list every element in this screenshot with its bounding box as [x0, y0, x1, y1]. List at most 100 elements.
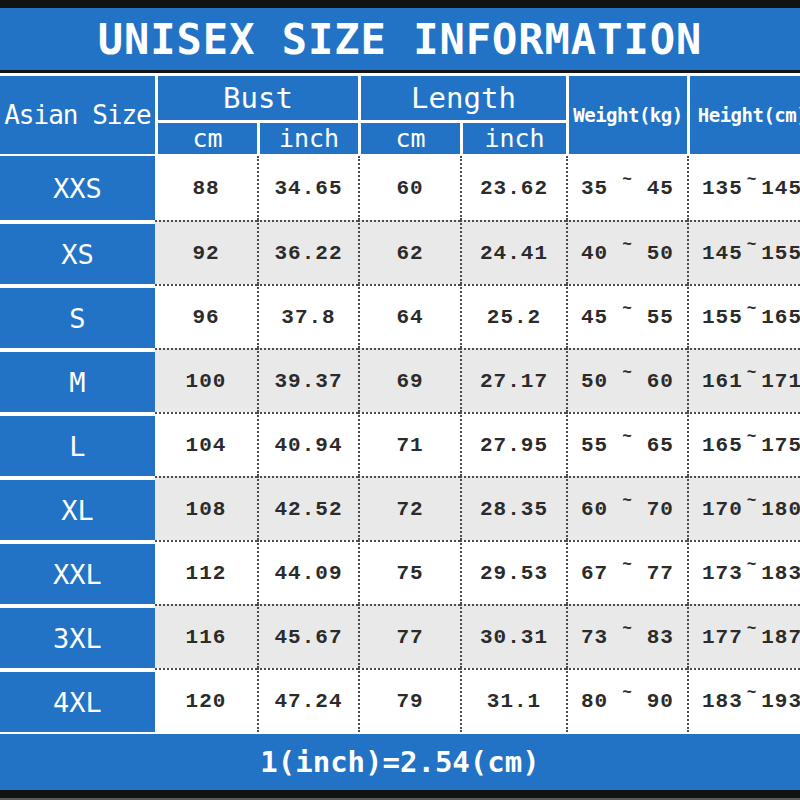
range-tilde: ~ [747, 236, 758, 254]
range-max: 193 [761, 690, 800, 713]
bust-inch-cell: 44.09 [257, 540, 358, 604]
range-min: 155 [702, 306, 743, 329]
range-min: 177 [702, 626, 743, 649]
size-label: S [0, 284, 155, 348]
range-max: 155 [761, 242, 800, 265]
size-label: XXL [0, 540, 155, 604]
range-max: 55 [647, 306, 674, 329]
range-min: 165 [702, 434, 743, 457]
range-tilde: ~ [622, 171, 633, 189]
height-range-cell: 145~155 [687, 220, 800, 284]
range-max: 175 [761, 434, 800, 457]
bust-inch-cell: 39.37 [257, 348, 358, 412]
range-tilde: ~ [747, 556, 758, 574]
range-max: 90 [647, 690, 674, 713]
bust-cm-cell: 104 [155, 412, 257, 476]
weight-range-cell: 67 ~77 [566, 540, 687, 604]
bust-inch-cell: 42.52 [257, 476, 358, 540]
range-max: 165 [761, 306, 800, 329]
bust-inch-cell: 37.8 [257, 284, 358, 348]
bust-inch-cell: 36.22 [257, 220, 358, 284]
range-tilde: ~ [622, 492, 633, 510]
length-inch-cell: 28.35 [460, 476, 566, 540]
length-inch-cell: 27.17 [460, 348, 566, 412]
length-inch-cell: 24.41 [460, 220, 566, 284]
length-cm-cell: 72 [358, 476, 460, 540]
weight-range-cell: 40~50 [566, 220, 687, 284]
height-range-cell: 135~145 [687, 156, 800, 220]
range-tilde: ~ [622, 684, 633, 702]
range-min: 67 [581, 562, 608, 585]
range-min: 80 [581, 690, 608, 713]
size-label: M [0, 348, 155, 412]
range-max: 145 [761, 177, 800, 200]
range-tilde: ~ [747, 364, 758, 382]
column-group-length: Length [358, 76, 566, 120]
length-inch-cell: 30.31 [460, 604, 566, 668]
bust-cm-cell: 120 [155, 668, 257, 732]
length-inch-cell: 23.62 [460, 156, 566, 220]
size-label: 3XL [0, 604, 155, 668]
bust-cm-cell: 108 [155, 476, 257, 540]
footer-band: 1(inch)=2.54(cm) [0, 734, 800, 790]
range-min: 73 [581, 626, 608, 649]
range-tilde: ~ [622, 620, 633, 638]
title-band: UNISEX SIZE INFORMATION [0, 8, 800, 73]
range-max: 65 [647, 434, 674, 457]
height-range-cell: 173~183 [687, 540, 800, 604]
column-group-bust: Bust [155, 76, 358, 120]
range-tilde: ~ [622, 556, 633, 574]
range-tilde: ~ [747, 171, 758, 189]
range-min: 50 [581, 370, 608, 393]
height-range-cell: 165~175 [687, 412, 800, 476]
length-cm-cell: 71 [358, 412, 460, 476]
length-cm-cell: 62 [358, 220, 460, 284]
bust-inch-cell: 45.67 [257, 604, 358, 668]
range-min: 40 [581, 242, 608, 265]
bust-cm-cell: 92 [155, 220, 257, 284]
length-cm-cell: 60 [358, 156, 460, 220]
height-range-cell: 161~171 [687, 348, 800, 412]
weight-range-cell: 80 ~90 [566, 668, 687, 732]
bust-cm-cell: 116 [155, 604, 257, 668]
conversion-note: 1(inch)=2.54(cm) [260, 745, 539, 779]
range-max: 187 [761, 626, 800, 649]
bust-cm-cell: 88 [155, 156, 257, 220]
range-max: 50 [647, 242, 674, 265]
size-label: L [0, 412, 155, 476]
range-min: 183 [702, 690, 743, 713]
length-inch-cell: 25.2 [460, 284, 566, 348]
length-cm-cell: 64 [358, 284, 460, 348]
range-tilde: ~ [622, 364, 633, 382]
range-max: 77 [647, 562, 674, 585]
height-range-cell: 177~187 [687, 604, 800, 668]
length-inch-cell: 31.1 [460, 668, 566, 732]
subheader-bust-cm: cm [155, 120, 257, 154]
weight-range-cell: 73~83 [566, 604, 687, 668]
length-cm-cell: 79 [358, 668, 460, 732]
range-max: 180 [761, 498, 800, 521]
weight-range-cell: 45~55 [566, 284, 687, 348]
length-cm-cell: 77 [358, 604, 460, 668]
range-tilde: ~ [747, 300, 758, 318]
range-max: 183 [761, 562, 800, 585]
size-table-header: Asian Size Bust Length Weight(kg) Height… [0, 76, 800, 154]
range-tilde: ~ [622, 428, 633, 446]
range-tilde: ~ [747, 684, 758, 702]
range-max: 60 [647, 370, 674, 393]
subheader-length-inch: inch [460, 120, 566, 154]
column-header-weight: Weight(kg) [566, 76, 687, 154]
top-black-bar [0, 0, 800, 8]
range-min: 135 [702, 177, 743, 200]
bust-cm-cell: 112 [155, 540, 257, 604]
subheader-bust-inch: inch [257, 120, 358, 154]
range-tilde: ~ [747, 492, 758, 510]
bust-inch-cell: 34.65 [257, 156, 358, 220]
weight-range-cell: 35~45 [566, 156, 687, 220]
bust-cm-cell: 96 [155, 284, 257, 348]
range-min: 60 [581, 498, 608, 521]
height-range-cell: 183~193 [687, 668, 800, 732]
range-min: 173 [702, 562, 743, 585]
length-cm-cell: 69 [358, 348, 460, 412]
range-tilde: ~ [622, 300, 633, 318]
